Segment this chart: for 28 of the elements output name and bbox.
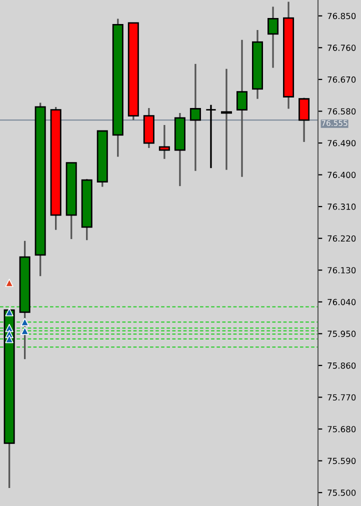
candlestick — [205, 104, 216, 169]
y-tick-label: 76.760 — [328, 44, 356, 51]
candlestick — [190, 63, 201, 172]
point — [5, 278, 14, 287]
y-tick-label: 75.860 — [328, 362, 356, 369]
y-tick-label: 75.680 — [328, 426, 356, 432]
y-tick-label: 76.130 — [328, 267, 356, 274]
candlestick — [298, 96, 310, 143]
point — [20, 326, 29, 335]
y-tick-label: 76.670 — [328, 76, 356, 83]
y-tick-label: 76.220 — [328, 235, 356, 242]
y-tick-label: 76.850 — [328, 12, 356, 20]
y-tick-label: 76.490 — [328, 140, 356, 146]
y-tick-label: 76.580 — [328, 108, 356, 115]
candlestick — [236, 39, 248, 178]
point — [20, 318, 29, 326]
y-tick-label: 75.500 — [328, 490, 356, 496]
y-tick-label: 76.400 — [328, 172, 356, 178]
candlestick — [158, 124, 170, 160]
y-tick-label: 75.590 — [328, 458, 356, 464]
point — [5, 334, 14, 344]
candlestick — [268, 6, 279, 69]
point — [5, 308, 14, 316]
y-tick-label: 76.040 — [328, 298, 356, 306]
y-tick-label: 76.310 — [328, 204, 356, 210]
y-tick-label: 75.770 — [328, 394, 356, 401]
y-tick-label: 75.950 — [328, 330, 356, 337]
candlestick — [220, 68, 232, 171]
